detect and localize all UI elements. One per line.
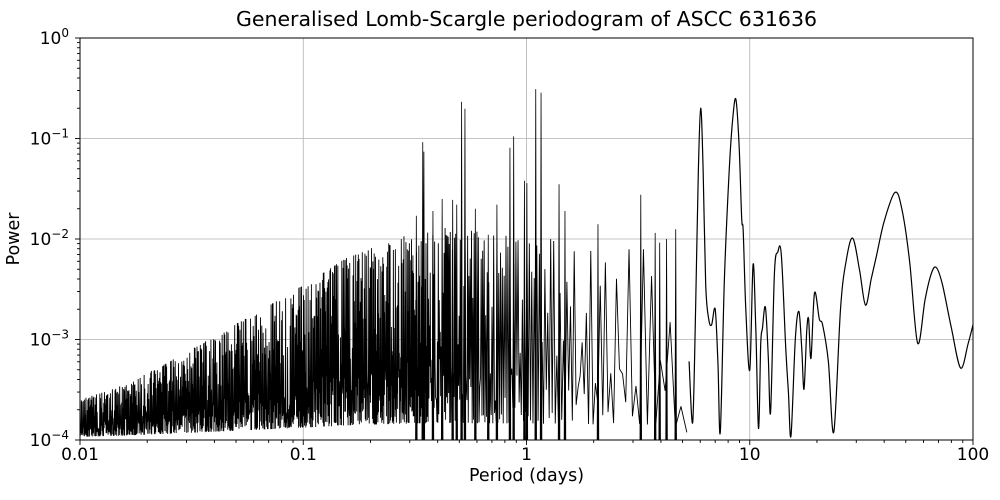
y-tick-label: 10−2: [30, 227, 69, 250]
x-tick-label: 1: [521, 445, 532, 465]
periodogram-series: [80, 89, 973, 440]
x-tick-label: 100: [957, 445, 989, 465]
x-tick-label: 10: [739, 445, 761, 465]
x-tick-label: 0.1: [290, 445, 317, 465]
smooth-curve-path: [688, 97, 973, 438]
axes: [75, 37, 974, 445]
peak-spikes-path: [415, 89, 677, 440]
y-tick-label: 10−3: [30, 328, 69, 351]
noise-forest-path: [80, 227, 688, 437]
y-tick-label: 100: [40, 26, 69, 49]
y-tick-label: 10−1: [30, 127, 69, 150]
x-tick-label: 0.01: [61, 445, 99, 465]
chart-title: Generalised Lomb-Scargle periodogram of …: [236, 7, 817, 31]
x-axis-label: Period (days): [469, 466, 584, 486]
y-axis-label: Power: [4, 212, 24, 266]
